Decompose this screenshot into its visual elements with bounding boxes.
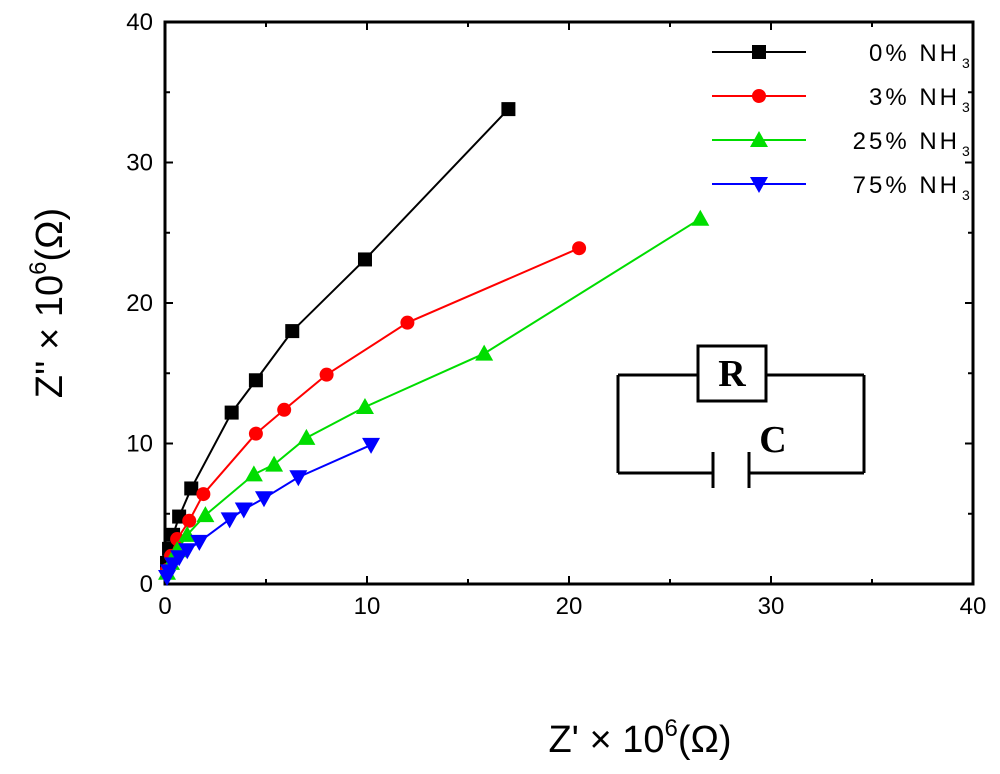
data-point	[319, 367, 334, 382]
legend-label: 0% NH	[869, 40, 960, 67]
data-point	[297, 428, 316, 445]
legend-label: 75% NH	[853, 172, 960, 199]
data-point	[224, 405, 239, 420]
series-layer	[158, 102, 710, 586]
resistor-box	[696, 344, 768, 403]
x-axis-label-text: Z' × 10	[548, 719, 664, 761]
legend: 0% NH 33% NH 325% NH 375% NH 3	[712, 40, 970, 203]
x-axis-label: Z' × 106(Ω)	[548, 715, 731, 761]
plot-frame	[163, 20, 975, 586]
data-point	[178, 525, 197, 542]
y-tick-label: 20	[126, 290, 153, 317]
data-point	[254, 491, 273, 508]
y-axis-label: Z'' × 106(Ω)	[25, 208, 71, 398]
series-2	[158, 209, 710, 580]
data-point	[220, 512, 239, 529]
series-0	[160, 102, 516, 570]
legend-marker	[752, 45, 766, 59]
data-point	[196, 487, 211, 502]
legend-item: 25% NH 3	[712, 128, 970, 159]
data-point	[277, 402, 292, 417]
data-point	[170, 532, 185, 547]
data-point	[190, 534, 209, 551]
data-point	[691, 209, 710, 226]
data-point	[475, 344, 494, 361]
data-point	[572, 241, 587, 256]
data-point	[362, 437, 381, 454]
data-point	[170, 550, 189, 567]
data-point	[234, 502, 253, 519]
data-point	[248, 373, 263, 388]
y-axis-label-exponent: 6	[25, 262, 52, 275]
data-point	[248, 426, 263, 441]
series-line	[166, 108, 510, 564]
legend-marker	[750, 177, 768, 193]
legend-marker	[752, 89, 766, 103]
data-point	[184, 481, 199, 496]
capacitor-label: C	[759, 419, 786, 461]
x-tick-label: 40	[960, 593, 987, 620]
data-point	[178, 543, 197, 560]
x-tick-label: 0	[158, 593, 171, 620]
legend-label-subscript: 3	[962, 187, 970, 203]
y-tick-label: 30	[126, 150, 153, 177]
data-point	[285, 324, 300, 339]
data-point	[182, 513, 197, 528]
x-tick-label: 20	[556, 593, 583, 620]
series-line	[166, 217, 701, 574]
x-axis-label-unit: (Ω)	[678, 719, 732, 761]
data-point	[289, 470, 308, 487]
legend-label-subscript: 3	[962, 99, 970, 115]
legend-item: 0% NH 3	[712, 40, 970, 71]
legend-label-subscript: 3	[962, 143, 970, 159]
legend-item: 3% NH 3	[712, 84, 970, 115]
series-1	[160, 241, 587, 577]
y-axis-label-unit: (Ω)	[29, 208, 71, 262]
data-point	[196, 506, 215, 523]
y-tick-label: 0	[140, 571, 153, 598]
legend-item: 75% NH 3	[712, 172, 970, 203]
data-point	[244, 465, 263, 482]
data-point	[501, 102, 516, 117]
legend-label: 25% NH	[853, 128, 960, 155]
y-tick-label: 40	[126, 9, 153, 36]
data-point	[265, 455, 284, 472]
legend-marker	[750, 131, 768, 147]
data-point	[400, 315, 415, 330]
x-axis-label-exponent: 6	[664, 715, 677, 742]
x-tick-label: 10	[354, 593, 381, 620]
rc-circuit-inset: R C	[616, 344, 866, 488]
data-point	[357, 252, 372, 267]
x-tick-label: 30	[758, 593, 785, 620]
y-tick-label: 10	[126, 431, 153, 458]
y-axis-label-text: Z'' × 10	[29, 275, 71, 398]
series-3	[158, 437, 381, 586]
resistor-label: R	[718, 353, 746, 395]
legend-label-subscript: 3	[962, 55, 970, 71]
data-point	[355, 397, 374, 414]
axis-ticks: 0 10 20 30 40 0 10 20 30 40	[126, 9, 986, 620]
legend-label: 3% NH	[869, 84, 960, 111]
